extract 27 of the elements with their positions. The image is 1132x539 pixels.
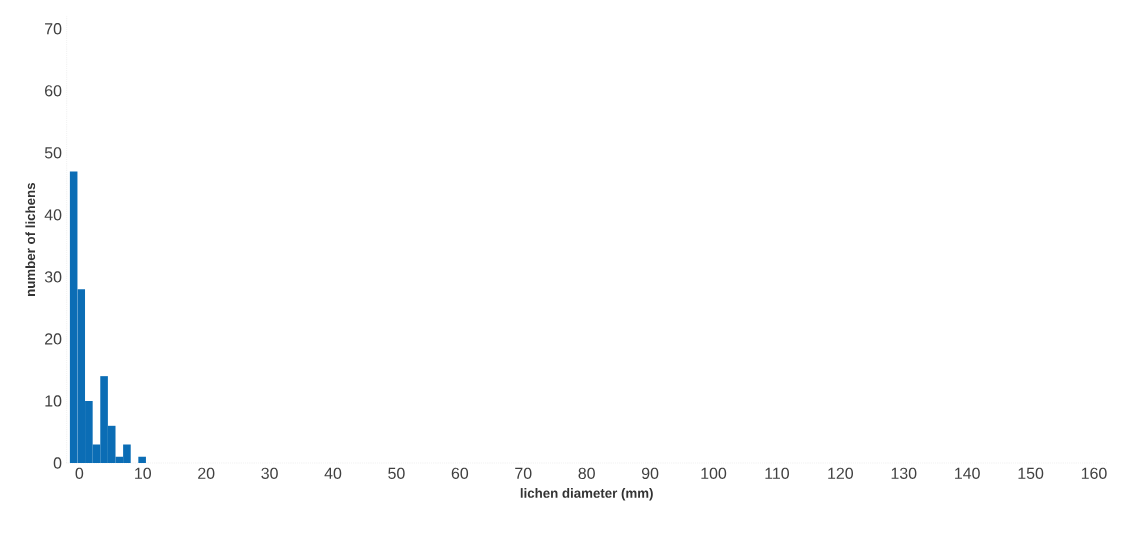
x-tick-label: 100 <box>701 467 727 479</box>
x-tick-label: 0 <box>75 467 84 479</box>
x-tick-label: 140 <box>955 467 980 479</box>
x-tick-label: 40 <box>324 467 342 479</box>
x-tick-label: 160 <box>1081 467 1107 479</box>
y-tick-label: 0 <box>53 457 62 469</box>
x-tick-label: 20 <box>198 467 215 479</box>
y-tick-label: 70 <box>45 23 62 35</box>
y-tick-label: 50 <box>44 147 62 159</box>
x-axis-title: lichen diameter (mm) <box>520 488 653 501</box>
x-tick-label: 80 <box>578 467 595 479</box>
x-tick-label: 70 <box>515 467 532 479</box>
y-tick-label: 40 <box>44 209 62 221</box>
y-tick-label: 20 <box>45 333 62 345</box>
x-tick-label: 10 <box>135 467 152 479</box>
x-tick-label: 110 <box>765 467 790 479</box>
y-tick-label: 10 <box>45 395 62 407</box>
y-axis-title: number of lichens <box>25 183 36 296</box>
y-tick-label: 30 <box>44 271 62 283</box>
x-tick-label: 90 <box>641 467 659 479</box>
x-tick-label: 30 <box>261 467 278 479</box>
x-tick-label: 130 <box>891 467 917 479</box>
y-tick-label: 60 <box>45 85 62 97</box>
x-tick-label: 150 <box>1018 467 1044 479</box>
x-tick-label: 60 <box>451 467 469 479</box>
x-tick-label: 120 <box>828 467 854 479</box>
x-tick-label: 50 <box>388 467 405 479</box>
